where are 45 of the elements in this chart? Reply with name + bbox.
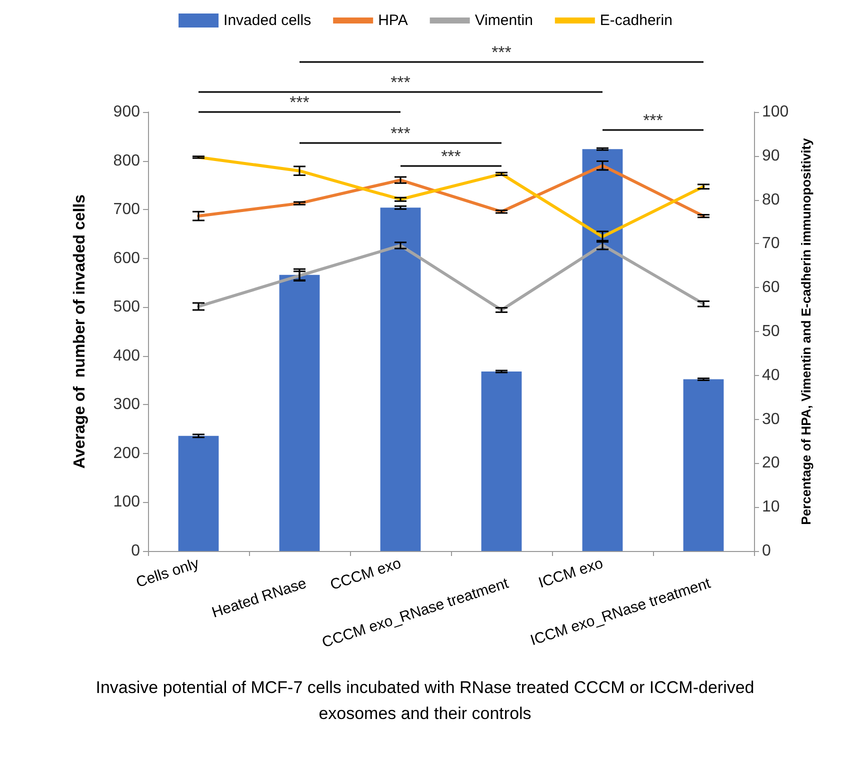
y-tick-label: 100: [113, 494, 140, 511]
x-tick-label: Heated RNase: [210, 574, 309, 622]
y-tick-label: 900: [113, 104, 140, 120]
y2-tick-label: 30: [762, 410, 780, 428]
line-series: [197, 156, 705, 238]
y-tick-label: 500: [113, 298, 140, 316]
legend-label: HPA: [378, 12, 408, 29]
y2-tick-label: 80: [762, 191, 780, 208]
annotation: ***: [441, 147, 462, 166]
legend-label: E-cadherin: [600, 12, 672, 29]
y-tick-label: 600: [113, 250, 140, 267]
annotation: ***: [390, 124, 411, 143]
bar: [279, 274, 320, 551]
y2-tick-label: 100: [762, 104, 789, 120]
x-tick-label: CCCM exo: [328, 554, 404, 594]
y2-tick-label: 40: [762, 366, 780, 384]
text: ***: [290, 93, 310, 112]
legend-label: Vimentin: [474, 12, 533, 29]
bar: [683, 379, 724, 551]
y2-tick-label: 10: [762, 498, 780, 516]
text: ***: [390, 73, 411, 92]
bar: [178, 436, 219, 551]
y2-tick-label: 70: [762, 235, 780, 252]
y-tick-label: 200: [113, 444, 140, 462]
y2-tick-label: 90: [762, 147, 780, 164]
text: ***: [492, 43, 512, 62]
line-series: [197, 244, 705, 312]
y-axis-title: Average of number of invaded cells: [72, 194, 88, 469]
y2-tick-label: 20: [762, 454, 780, 472]
y2-tick-label: 0: [762, 542, 771, 560]
bar: [481, 372, 522, 551]
annotation: ***: [643, 111, 664, 130]
legend-label: Invaded cells: [224, 12, 312, 29]
line-series: [197, 164, 705, 218]
bar: [582, 149, 623, 551]
bar: [380, 208, 421, 551]
y-tick-label: 300: [113, 396, 140, 414]
y2-axis-title: Percentage of HPA, Vimentin and E-cadherin immunopositivity: [798, 137, 814, 525]
y2-tick-label: 50: [762, 323, 780, 340]
x-tick-label: ICCM exo: [536, 554, 606, 592]
y2-tick-label: 60: [762, 279, 780, 296]
y-tick-label: 800: [113, 152, 140, 170]
y-tick-label: 700: [113, 201, 140, 218]
x-axis-title: Invasive potential of MCF-7 cells incubated with RNase treated CCCM or ICCM-derived exosomes and their controls: [94, 677, 756, 725]
y-tick-label: 400: [113, 347, 140, 364]
